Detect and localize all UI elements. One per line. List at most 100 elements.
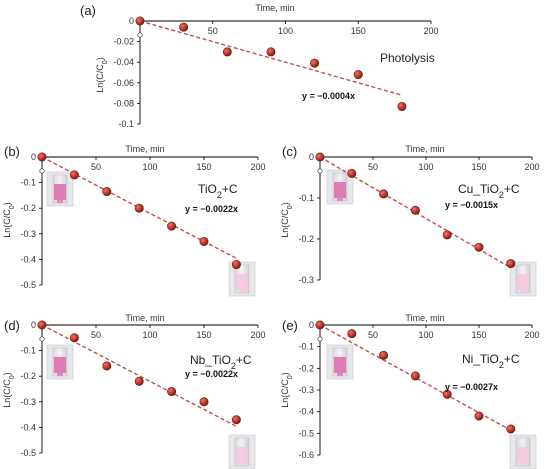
data-point [167,221,177,231]
y-tick-label: 0 [129,16,134,26]
sample-label-sub: 2 [217,190,222,200]
y-tick-label: -0.2 [298,363,314,373]
y-tick-label: -0.4 [20,422,36,432]
y-tick-label: -0.1 [20,346,36,356]
panel-letter: (e) [282,318,298,333]
x-tick-label: 50 [208,26,218,36]
origin-marker [137,32,143,38]
data-point [379,189,389,199]
data-point [506,259,516,269]
data-point [379,350,389,360]
y-tick-label: -0.5 [20,448,36,458]
data-point [69,333,79,343]
sample-label-suffix: +C [222,182,238,196]
y-axis-title-main: Ln(C/C [280,209,290,238]
data-point [442,230,452,240]
trend-equation: y = −0.0015x [445,200,498,210]
trend-equation: y = −0.0027x [445,382,498,392]
x-tick-label: 100 [278,26,293,36]
cuvette-photo-initial [326,344,354,380]
cuvette-liquid [54,357,66,373]
y-axis-title-main: Ln(C/C [2,209,12,238]
chart-panel-c: (c) Time, min 50 100 150 200 0 -0.1 -0.2 -0.3 Ln(C… [280,144,540,297]
y-axis-title-close: ) [280,202,290,205]
x-tick-label: 150 [196,330,211,340]
x-tick-label: 150 [471,330,486,340]
cuvette-liquid [334,357,346,373]
x-axis-title: Time, min [125,144,164,154]
y-tick-label: -0.3 [298,275,314,285]
cuvette-liquid [54,184,66,200]
y-tick-label: -0.3 [20,229,36,239]
origin-marker [39,168,45,174]
panel-letter: (a) [80,3,96,18]
cuvette-base [57,373,63,376]
y-axis-title-close: ) [2,372,12,375]
chart-panel-b: (b) Time, min 50 100 150 200 0 -0.1 -0.2 -0.3 -0.4… [2,144,266,297]
y-tick-label: -0.2 [20,371,36,381]
x-tick-label: 200 [524,162,539,172]
sample-label-main: Cu_TiO [458,182,499,196]
y-axis-title-main: Ln(C/C [2,379,12,408]
y-axis-title-sub: 0 [9,375,16,379]
x-tick-label: 50 [368,330,378,340]
x-tick-label: 200 [250,330,265,340]
sample-label: Ni_TiO2+C [462,352,520,370]
data-point [199,397,209,407]
chart-panel-a: (a) Time, min 50 100 150 200 0 -0.02 -0.04 -0.06 -… [80,3,439,129]
sample-label-suffix: +C [236,353,252,367]
data-point [474,242,484,252]
data-point [102,361,112,371]
y-axis-title-sub: 0 [102,60,109,64]
sample-label: TiO2+C [198,182,238,200]
y-tick-label: -0.04 [113,57,134,67]
data-point [442,389,452,399]
cuvette-base [520,463,526,466]
x-axis-title: Time, min [405,144,444,154]
y-tick-label: 0 [31,152,36,162]
y-tick-label: -0.5 [20,280,36,290]
y-axis-title-sub: 0 [287,375,294,379]
panel-letter: (d) [4,318,20,333]
y-tick-label: -0.1 [118,119,134,129]
y-tick-label: 0 [309,320,314,330]
y-tick-label: -0.02 [113,37,134,47]
y-tick-label: -0.2 [20,203,36,213]
data-point [134,203,144,213]
cuvette-base [520,290,526,293]
x-tick-label: 200 [524,330,539,340]
sample-label-main: Ni_TiO [462,352,499,366]
cuvette-liquid [236,447,248,463]
sample-label-main: TiO [198,182,217,196]
sample-label: Photolysis [380,51,435,65]
y-tick-label: 0 [309,152,314,162]
y-tick-label: -0.3 [298,385,314,395]
x-tick-label: 150 [351,26,366,36]
x-axis-title: Time, min [125,313,164,323]
data-point [347,329,357,339]
y-tick-label: -0.3 [20,397,36,407]
cuvette-photo-final [509,261,537,297]
data-point [315,320,325,330]
data-point [410,205,420,215]
x-tick-label: 200 [250,162,265,172]
data-point [37,320,47,330]
panel-letter: (c) [282,144,297,159]
origin-marker [39,336,45,342]
data-point [134,376,144,386]
y-axis-title-main: Ln(C/C [95,64,105,93]
trend-equation: y = −0.0022x [185,369,238,379]
cuvette-base [239,463,245,466]
cuvette-base [239,290,245,293]
cuvette-photo-initial [46,171,74,207]
y-axis-title-close: ) [2,202,12,205]
sample-label: Cu_TiO2+C [458,182,520,200]
y-tick-label: -0.4 [298,407,314,417]
data-point [353,70,363,80]
chart-panel-d: (d) Time, min 50 100 150 200 0 -0.1 -0.2 -0.3 -0.4… [2,313,266,469]
cuvette-liquid [517,447,529,463]
sample-label-main: Nb_TiO [190,353,231,367]
x-tick-label: 100 [418,162,433,172]
data-point [231,260,241,270]
